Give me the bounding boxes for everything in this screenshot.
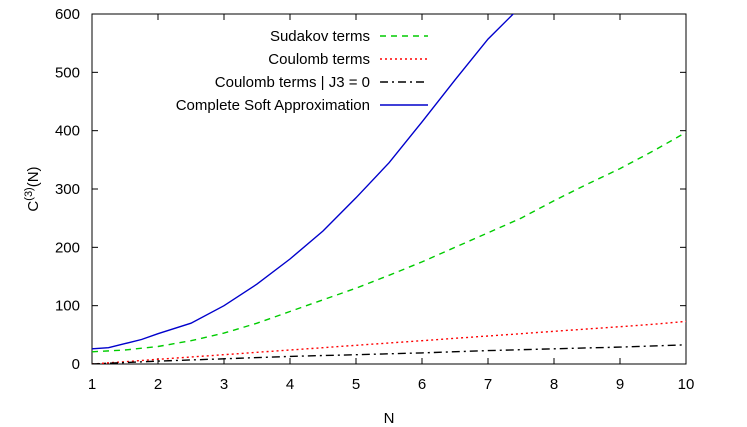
x-tick-label: 7 (484, 376, 492, 393)
series-lines (92, 14, 686, 364)
x-tick-label: 10 (678, 376, 695, 393)
legend-label: Complete Soft Approximation (176, 97, 370, 114)
y-tick-label: 100 (55, 298, 80, 315)
y-tick-label: 200 (55, 239, 80, 256)
series-line (92, 131, 686, 353)
x-tick-label: 8 (550, 376, 558, 393)
x-axis-label: N (384, 410, 395, 427)
y-axis-label-superscript: (3) (23, 187, 35, 200)
x-tick-label: 2 (154, 376, 162, 393)
y-tick-label: 500 (55, 64, 80, 81)
legend: Sudakov terms Coulomb terms Coulomb terms … (176, 28, 428, 114)
x-tick-label: 3 (220, 376, 228, 393)
plot-frame (91, 13, 687, 365)
x-tick-label: 4 (286, 376, 294, 393)
y-tick-label: 600 (55, 6, 80, 23)
series-line (92, 344, 686, 364)
y-tick-label: 0 (72, 356, 80, 373)
y-axis-label: C(3)(N) (23, 166, 42, 211)
series-line (92, 320, 686, 364)
legend-label: Coulomb terms | J3 = 0 (215, 74, 370, 91)
y-tick-label: 300 (55, 181, 80, 198)
x-tick-label: 9 (616, 376, 624, 393)
x-tick-label: 5 (352, 376, 360, 393)
x-tick-label: 1 (88, 376, 96, 393)
series-line (92, 14, 515, 350)
x-tick-label: 6 (418, 376, 426, 393)
legend-label: Sudakov terms (270, 28, 370, 45)
y-tick-label: 400 (55, 123, 80, 140)
legend-label: Coulomb terms (268, 51, 370, 68)
y-axis-label-suffix: (N) (25, 166, 42, 187)
